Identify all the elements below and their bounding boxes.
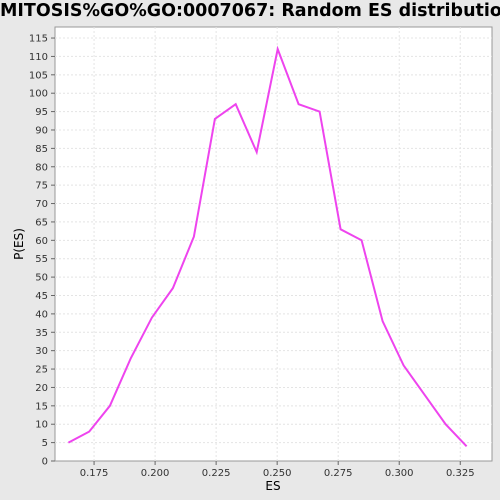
data-point: [67, 442, 69, 444]
data-point: [193, 236, 195, 238]
data-point: [172, 287, 174, 289]
data-point: [466, 445, 468, 447]
y-tick-label: 80: [35, 162, 48, 173]
y-tick-label: 35: [35, 328, 48, 339]
y-tick-label: 115: [29, 34, 48, 45]
x-axis-label: ES: [265, 479, 280, 493]
y-tick-label: 65: [35, 217, 48, 228]
data-point: [130, 357, 132, 359]
y-tick-label: 40: [35, 309, 48, 320]
y-tick-label: 55: [35, 254, 48, 265]
data-point: [235, 103, 237, 105]
x-tick-label: 0.175: [80, 468, 109, 479]
y-tick-label: 45: [35, 291, 48, 302]
x-tick-label: 0.200: [141, 468, 170, 479]
y-tick-label: 15: [35, 401, 48, 412]
y-tick-label: 30: [35, 346, 48, 357]
x-tick-label: 0.225: [202, 468, 231, 479]
y-tick-label: 75: [35, 181, 48, 192]
data-point: [214, 118, 216, 120]
y-tick-label: 5: [42, 438, 48, 449]
x-tick-label: 0.300: [385, 468, 414, 479]
y-tick-label: 90: [35, 125, 48, 136]
y-tick-label: 95: [35, 107, 48, 118]
y-axis-label: P(ES): [12, 228, 26, 260]
y-tick-label: 70: [35, 199, 48, 210]
x-tick-label: 0.325: [446, 468, 475, 479]
y-tick-label: 20: [35, 383, 48, 394]
data-point: [319, 111, 321, 113]
data-point: [151, 317, 153, 319]
y-tick-label: 25: [35, 365, 48, 376]
y-tick-label: 105: [29, 70, 48, 81]
y-tick-label: 10: [35, 420, 48, 431]
data-point: [403, 364, 405, 366]
data-point: [109, 405, 111, 407]
data-point: [277, 48, 279, 50]
data-point: [298, 103, 300, 105]
data-point: [382, 320, 384, 322]
x-tick-label: 0.275: [324, 468, 353, 479]
y-tick-label: 50: [35, 273, 48, 284]
y-tick-label: 0: [42, 457, 48, 468]
data-point: [361, 239, 363, 241]
data-point: [88, 431, 90, 433]
data-point: [445, 423, 447, 425]
y-tick-label: 85: [35, 144, 48, 155]
data-point: [424, 394, 426, 396]
y-tick-label: 110: [29, 52, 48, 63]
y-tick-label: 100: [29, 89, 48, 100]
x-tick-label: 0.250: [263, 468, 292, 479]
y-tick-label: 60: [35, 236, 48, 247]
data-point: [340, 228, 342, 230]
data-point: [256, 151, 258, 153]
